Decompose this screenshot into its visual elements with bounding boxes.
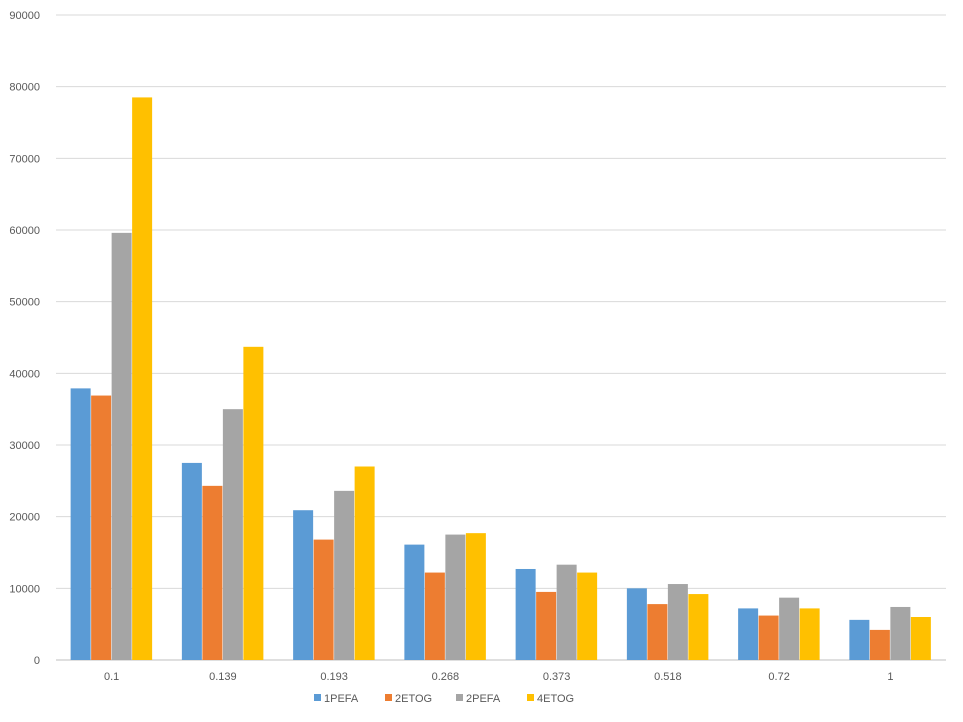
bar <box>515 568 536 660</box>
x-axis-ticks: 0.1 0.139 0.193 0.268 0.373 0.518 0.72 1 <box>104 671 893 683</box>
bar <box>890 606 911 660</box>
y-tick-label: 0 <box>34 655 40 667</box>
y-tick-label: 80000 <box>9 82 40 94</box>
bar <box>313 539 334 660</box>
x-tick-label: 0.373 <box>543 671 571 683</box>
x-tick-label: 1 <box>887 671 893 683</box>
bar <box>647 604 668 660</box>
bar <box>404 544 425 660</box>
bar <box>445 534 466 660</box>
x-tick-label: 0.268 <box>432 671 460 683</box>
bar <box>111 232 132 660</box>
bar <box>243 346 264 660</box>
bar <box>334 490 355 660</box>
y-axis-ticks: 0 10000 20000 30000 40000 50000 60000 70000 8000… <box>9 10 40 667</box>
bar <box>222 409 243 660</box>
bar <box>910 617 931 660</box>
y-tick-label: 40000 <box>9 368 40 380</box>
bar <box>424 572 445 660</box>
bar <box>626 588 647 660</box>
x-tick-label: 0.518 <box>654 671 682 683</box>
legend-label: 2ETOG <box>395 693 432 705</box>
x-tick-label: 0.193 <box>320 671 348 683</box>
bar <box>758 615 779 660</box>
y-tick-label: 50000 <box>9 297 40 309</box>
y-tick-label: 10000 <box>9 583 40 595</box>
bar <box>132 97 153 660</box>
bar <box>465 533 486 660</box>
bar <box>556 564 577 660</box>
legend-label: 1PEFA <box>324 693 359 705</box>
legend-swatch <box>385 694 392 701</box>
bar <box>738 608 759 660</box>
bar <box>688 594 709 660</box>
bars <box>70 97 931 660</box>
bar <box>536 591 557 660</box>
bar <box>577 572 598 660</box>
legend-label: 2PEFA <box>466 693 501 705</box>
y-tick-label: 70000 <box>9 153 40 165</box>
legend: 1PEFA 2ETOG 2PEFA 4ETOG <box>314 693 574 705</box>
x-tick-label: 0.1 <box>104 671 119 683</box>
legend-label: 4ETOG <box>537 693 574 705</box>
y-tick-label: 20000 <box>9 512 40 524</box>
bar <box>70 388 91 660</box>
bar <box>849 619 870 660</box>
bar <box>799 608 820 660</box>
legend-swatch <box>314 694 321 701</box>
bar <box>202 485 223 660</box>
bar <box>869 629 890 660</box>
bar <box>181 462 202 660</box>
x-tick-label: 0.72 <box>768 671 789 683</box>
bar <box>354 466 375 660</box>
y-tick-label: 90000 <box>9 10 40 22</box>
bar <box>667 584 688 660</box>
y-tick-label: 60000 <box>9 225 40 237</box>
legend-swatch <box>527 694 534 701</box>
legend-swatch <box>456 694 463 701</box>
bar <box>293 510 314 660</box>
y-tick-label: 30000 <box>9 440 40 452</box>
x-tick-label: 0.139 <box>209 671 237 683</box>
bar <box>779 597 800 660</box>
bar <box>91 395 112 660</box>
